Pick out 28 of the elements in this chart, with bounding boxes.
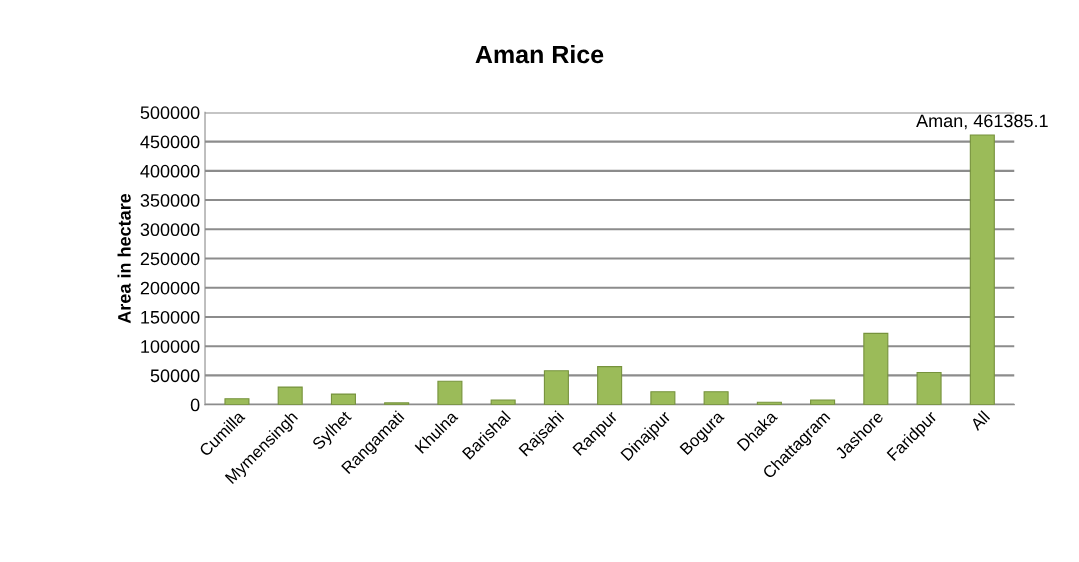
bar bbox=[277, 386, 303, 405]
y-tick-label: 150000 bbox=[141, 310, 200, 324]
y-tick-label: 300000 bbox=[140, 223, 200, 237]
bar bbox=[330, 393, 356, 405]
y-tick-label: 200000 bbox=[140, 281, 200, 295]
bar bbox=[543, 370, 569, 405]
bar bbox=[969, 134, 995, 405]
y-tick-label: 450000 bbox=[140, 135, 200, 149]
y-tick-label: 350000 bbox=[140, 194, 200, 207]
bar bbox=[650, 391, 676, 405]
y-tick-label: 250000 bbox=[140, 252, 200, 266]
bar bbox=[916, 371, 942, 405]
chart-title: Aman Rice bbox=[475, 44, 604, 64]
data-label: Aman, 461385.1 bbox=[916, 114, 1048, 130]
y-tick-label: 400000 bbox=[140, 164, 200, 178]
y-tick-label: 500000 bbox=[140, 106, 200, 120]
y-tick-label: 0 bbox=[190, 398, 200, 412]
bar bbox=[703, 391, 729, 405]
y-tick-label: 50000 bbox=[150, 369, 200, 383]
bar bbox=[597, 366, 623, 405]
x-tick-label: All bbox=[969, 410, 991, 432]
bar bbox=[863, 332, 889, 405]
bar bbox=[437, 380, 463, 405]
bar bbox=[810, 399, 836, 405]
bar bbox=[224, 398, 250, 405]
bar bbox=[490, 399, 516, 405]
y-axis-title: Area in hectare bbox=[117, 193, 131, 324]
y-tick-label: 100000 bbox=[141, 340, 200, 353]
